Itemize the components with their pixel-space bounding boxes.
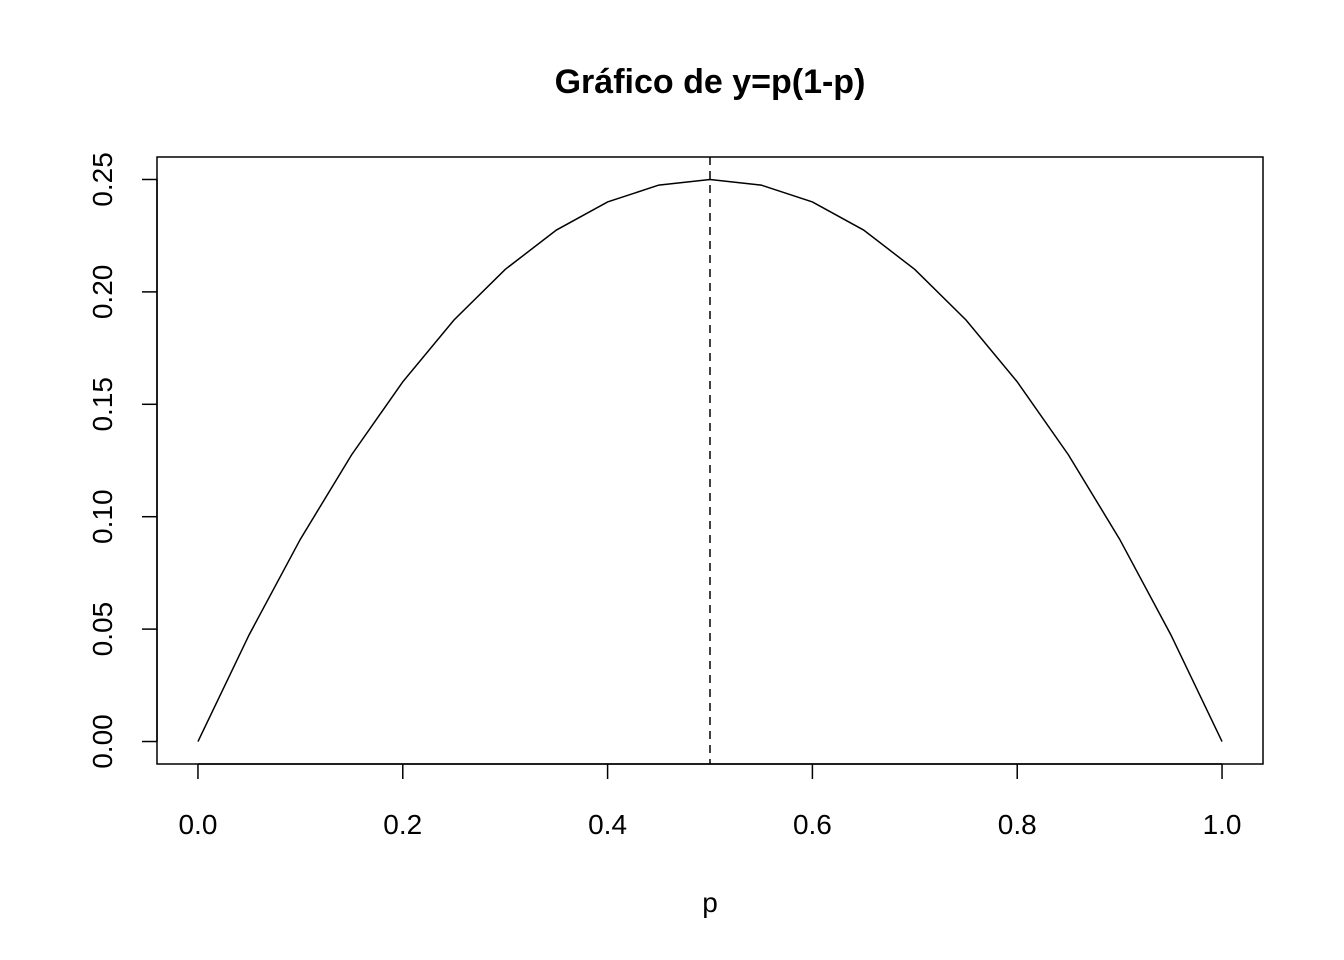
y-tick-label: 0.25 (87, 152, 118, 207)
x-axis-label: p (702, 887, 718, 918)
y-tick-label: 0.05 (87, 602, 118, 657)
x-tick-label: 1.0 (1203, 809, 1242, 840)
y-axis: 0.00 0.05 0.10 0.15 0.20 0.25 (87, 152, 158, 769)
x-axis: 0.0 0.2 0.4 0.6 0.8 1.0 (178, 763, 1242, 840)
y-tick-label: 0.00 (87, 714, 118, 769)
x-tick-label: 0.2 (383, 809, 422, 840)
y-tick-label: 0.20 (87, 265, 118, 320)
chart-title: Gráfico de y=p(1-p) (555, 63, 866, 101)
x-tick-label: 0.0 (178, 809, 217, 840)
x-tick-label: 0.8 (998, 809, 1037, 840)
series-line (197, 178, 1223, 742)
y-tick-label: 0.10 (87, 489, 118, 544)
x-tick-label: 0.6 (793, 809, 832, 840)
x-tick-label: 0.4 (588, 809, 627, 840)
y-tick-label: 0.15 (87, 377, 118, 432)
